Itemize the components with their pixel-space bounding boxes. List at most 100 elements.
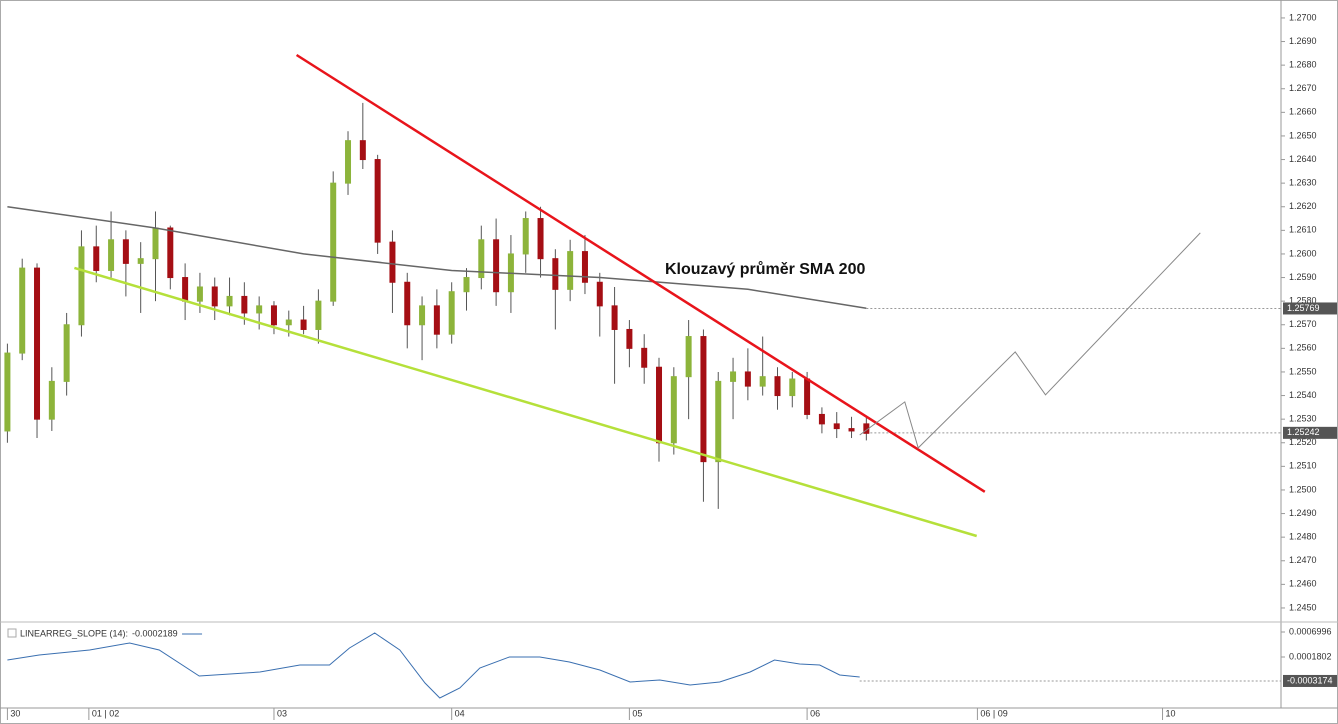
candle-body (537, 218, 544, 260)
candle-body (419, 305, 426, 326)
candle-body (626, 328, 633, 349)
y-tick-label: 0.0006996 (1289, 626, 1332, 636)
candle-body (196, 286, 203, 302)
candle-body (167, 227, 174, 279)
candle-body (493, 239, 500, 293)
candle-body (463, 277, 470, 293)
candle-body (581, 251, 588, 283)
y-tick-label: 1.2620 (1289, 201, 1317, 211)
overlay-line (7, 205, 867, 309)
candle-body (182, 277, 189, 302)
candle-body (715, 380, 722, 463)
y-tick-label: 1.2600 (1289, 248, 1317, 258)
candle-body (241, 295, 248, 314)
candle-body (285, 319, 292, 326)
x-tick-label: 03 (277, 708, 287, 718)
price-marker-label: 1.25242 (1287, 427, 1320, 437)
x-tick-label: 01 | 02 (92, 708, 119, 718)
annotation: Klouzavý průměr SMA 200 (665, 261, 865, 278)
y-tick-label: 1.2590 (1289, 272, 1317, 282)
y-tick-label: 0.0001802 (1289, 651, 1332, 661)
y-tick-label: 1.2510 (1289, 461, 1317, 471)
y-tick-label: 1.2520 (1289, 437, 1317, 447)
y-tick-label: 1.2580 (1289, 296, 1317, 306)
candle-body (63, 324, 70, 382)
candle-body (330, 182, 337, 302)
candle-body (152, 227, 159, 260)
price-marker-box (1283, 674, 1337, 687)
candle-body (730, 371, 737, 382)
candle-body (656, 366, 663, 444)
y-tick-label: 1.2550 (1289, 366, 1317, 376)
candle-body (789, 378, 796, 397)
candle-body (404, 281, 411, 326)
candle-body (744, 371, 751, 387)
y-tick-label: 1.2680 (1289, 60, 1317, 70)
y-tick-label: 1.2700 (1289, 12, 1317, 22)
candle-body (93, 246, 100, 271)
candle-body (48, 380, 55, 420)
candle-body (552, 258, 559, 290)
candle-body (4, 352, 11, 432)
legend-swatch (7, 628, 17, 638)
overlay-line (859, 232, 1201, 449)
y-tick-label: 1.2640 (1289, 154, 1317, 164)
candle-body (448, 291, 455, 335)
y-tick-label: 1.2490 (1289, 508, 1317, 518)
candle-body (315, 300, 322, 330)
candle-body (833, 423, 840, 430)
candle-body (804, 378, 811, 415)
candle-body (478, 239, 485, 279)
candle-body (137, 258, 144, 264)
x-tick-label: 10 (1166, 708, 1176, 718)
candle-body (359, 140, 366, 161)
y-tick-label: 1.2460 (1289, 579, 1317, 589)
candle-body (818, 413, 825, 425)
price-marker-box (1283, 426, 1337, 439)
x-tick-label: 05 (632, 708, 642, 718)
candle-body (774, 376, 781, 397)
candle-body (122, 239, 129, 264)
y-tick-label: 1.2450 (1289, 602, 1317, 612)
y-tick-label: 1.2570 (1289, 319, 1317, 329)
y-tick-label: 1.2530 (1289, 414, 1317, 424)
candle-body (226, 295, 233, 307)
candle-body (108, 239, 115, 271)
y-tick-label: 1.2610 (1289, 225, 1317, 235)
legend-value: -0.0002189 (132, 628, 178, 638)
candle-body (596, 281, 603, 307)
candle-body (433, 305, 440, 335)
candle-body (759, 376, 766, 387)
overlay-line (74, 266, 978, 538)
candle-body (522, 218, 529, 255)
candle-body (34, 267, 41, 420)
candle-body (300, 319, 307, 330)
y-tick-label: 1.2630 (1289, 178, 1317, 188)
x-tick-label: 04 (455, 708, 465, 718)
candle-body (700, 336, 707, 463)
x-tick-label: 06 (810, 708, 820, 718)
y-tick-label: 1.2670 (1289, 83, 1317, 93)
legend-name: LINEARREG_SLOPE (14): (20, 628, 128, 638)
candle-body (19, 267, 26, 354)
y-tick-label: 1.2560 (1289, 343, 1317, 353)
candle-body (685, 336, 692, 378)
overlay-line (295, 53, 986, 493)
price-marker-label: -0.0003174 (1287, 675, 1333, 685)
candle-body (848, 428, 855, 432)
candle-body (211, 286, 218, 307)
y-tick-label: 1.2690 (1289, 36, 1317, 46)
candle-body (256, 305, 263, 314)
x-tick-label: 30 (10, 708, 20, 718)
y-tick-label: 1.2540 (1289, 390, 1317, 400)
y-tick-label: 1.2500 (1289, 484, 1317, 494)
candle-body (641, 347, 648, 368)
x-tick-label: 06 | 09 (980, 708, 1007, 718)
candle-body (389, 241, 396, 283)
candle-body (670, 376, 677, 444)
y-tick-label: 1.2650 (1289, 130, 1317, 140)
candle-body (78, 246, 85, 326)
candle-body (374, 159, 381, 243)
